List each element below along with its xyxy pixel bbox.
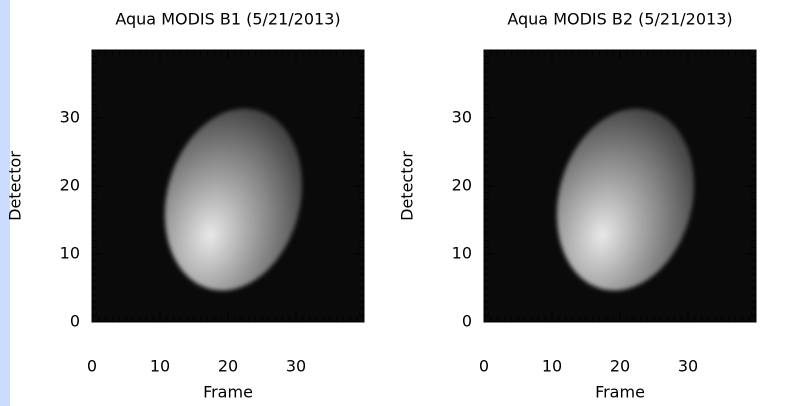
x-tick-label: 20 (218, 357, 238, 376)
figure: Aqua MODIS B1 (5/21/2013) Frame Detector 0 1… (0, 0, 786, 406)
y-tick-label: 0 (70, 312, 80, 331)
y-axis-label: Detector (398, 151, 417, 221)
x-tick-label: 0 (87, 357, 97, 376)
x-tick-label: 30 (678, 357, 698, 376)
x-tick-label: 0 (479, 357, 489, 376)
y-tick-label: 20 (60, 176, 80, 195)
x-tick-label: 30 (286, 357, 306, 376)
y-tick-label: 20 (452, 176, 472, 195)
x-tick-label: 20 (610, 357, 630, 376)
x-tick-label: 10 (542, 357, 562, 376)
y-tick-label: 0 (462, 312, 472, 331)
x-axis-label: Frame (203, 383, 253, 402)
chart-title: Aqua MODIS B1 (5/21/2013) (115, 10, 340, 29)
y-tick-label: 10 (60, 244, 80, 263)
y-tick-label: 30 (452, 108, 472, 127)
chart-title: Aqua MODIS B2 (5/21/2013) (507, 10, 732, 29)
x-axis-label: Frame (595, 383, 645, 402)
y-tick-label: 30 (60, 108, 80, 127)
page: {"chart_data": [ {"type": "image", "titl… (0, 0, 786, 406)
y-axis-label: Detector (6, 151, 25, 221)
x-tick-label: 10 (150, 357, 170, 376)
y-tick-label: 10 (452, 244, 472, 263)
